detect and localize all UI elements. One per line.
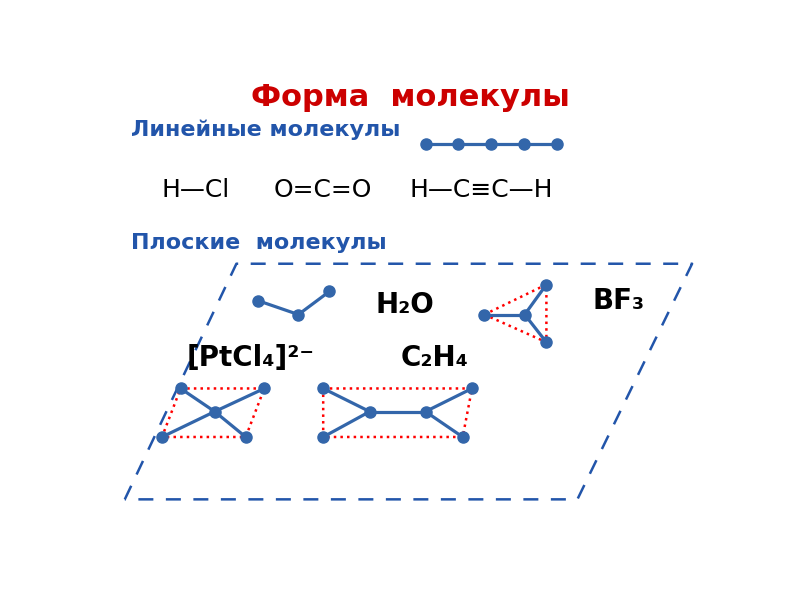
Text: Форма  молекулы: Форма молекулы (250, 83, 570, 112)
Text: Линейные молекулы: Линейные молекулы (131, 119, 400, 140)
Text: H—C≡C—H: H—C≡C—H (410, 178, 554, 202)
Text: Плоские  молекулы: Плоские молекулы (131, 233, 386, 253)
Text: [PtCl₄]²⁻: [PtCl₄]²⁻ (187, 344, 315, 373)
Text: BF₃: BF₃ (593, 287, 645, 314)
Text: O=C=O: O=C=O (274, 178, 372, 202)
Text: H₂O: H₂O (376, 292, 434, 319)
Text: H—Cl: H—Cl (162, 178, 230, 202)
Text: C₂H₄: C₂H₄ (401, 344, 469, 373)
